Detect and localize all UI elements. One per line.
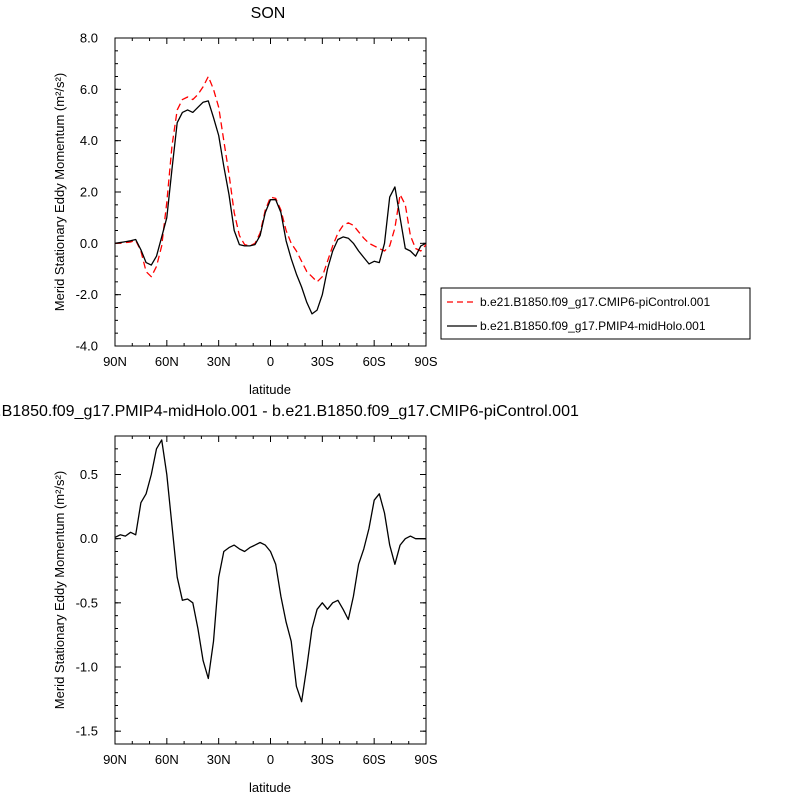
x-tick-label: 30N (207, 354, 231, 369)
y-tick-label: -4.0 (76, 339, 98, 354)
x-tick-label: 0 (267, 752, 274, 767)
x-tick-label: 60N (155, 752, 179, 767)
y-tick-label: 6.0 (80, 82, 98, 97)
x-tick-label: 60S (363, 354, 386, 369)
bottom-x-axis-label: latitude (249, 780, 291, 795)
top-plot-frame (114, 37, 427, 347)
x-tick-label: 90S (414, 752, 437, 767)
y-tick-label: 2.0 (80, 185, 98, 200)
bottom-x-tick-labels: 90N 60N 30N 0 30S 60S 90S (103, 752, 438, 767)
legend-label-midholo: b.e21.B1850.f09_g17.PMIP4-midHolo.001 (480, 319, 706, 333)
top-x-axis-label: latitude (249, 382, 291, 397)
y-tick-label: 0.0 (80, 531, 98, 546)
x-tick-label: 90N (103, 752, 127, 767)
y-tick-label: 0.5 (80, 467, 98, 482)
bottom-y-tick-labels: -1.5 -1.0 -0.5 0.0 0.5 (76, 467, 98, 739)
bottom-series-lines (114, 439, 426, 703)
legend-box (440, 287, 751, 340)
bottom-plot-frame (114, 435, 427, 745)
x-tick-label: 30S (311, 752, 334, 767)
top-panel: SON 90N 60N 30N 0 30S 60S 90S -4.0 -2.0 0.0 2.0 4.… (52, 5, 438, 397)
top-title: SON (251, 5, 286, 22)
x-tick-label: 30N (207, 752, 231, 767)
y-tick-label: -1.5 (76, 724, 98, 739)
top-ticks (114, 37, 427, 347)
series-line-difference (114, 439, 426, 703)
series-line-picontrol (114, 75, 427, 283)
bottom-ticks (114, 435, 427, 745)
bottom-title: b.e21.B1850.f09_g17.PMIP4-midHolo.001 - … (0, 403, 579, 420)
y-tick-label: -2.0 (76, 287, 98, 302)
series-line-midholo (114, 100, 427, 315)
y-tick-label: 4.0 (80, 133, 98, 148)
y-tick-label: -0.5 (76, 595, 98, 610)
top-series-lines (114, 75, 427, 315)
legend: b.e21.B1850.f09_g17.CMIP6-piControl.001 … (440, 287, 751, 340)
y-tick-label: -1.0 (76, 660, 98, 675)
top-y-axis-label: Merid Stationary Eddy Momentum (m²/s²) (52, 73, 67, 311)
x-tick-label: 60S (363, 752, 386, 767)
x-tick-label: 60N (155, 354, 179, 369)
bottom-y-axis-label: Merid Stationary Eddy Momentum (m²/s²) (52, 471, 67, 709)
y-tick-label: 0.0 (80, 236, 98, 251)
y-tick-label: 8.0 (80, 31, 98, 46)
x-tick-label: 30S (311, 354, 334, 369)
x-tick-label: 90N (103, 354, 127, 369)
x-tick-label: 90S (414, 354, 437, 369)
bottom-panel: b.e21.B1850.f09_g17.PMIP4-midHolo.001 - … (0, 403, 579, 795)
x-tick-label: 0 (267, 354, 274, 369)
legend-label-picontrol: b.e21.B1850.f09_g17.CMIP6-piControl.001 (480, 295, 710, 309)
top-x-tick-labels: 90N 60N 30N 0 30S 60S 90S (103, 354, 438, 369)
top-y-tick-labels: -4.0 -2.0 0.0 2.0 4.0 6.0 8.0 (76, 31, 98, 354)
